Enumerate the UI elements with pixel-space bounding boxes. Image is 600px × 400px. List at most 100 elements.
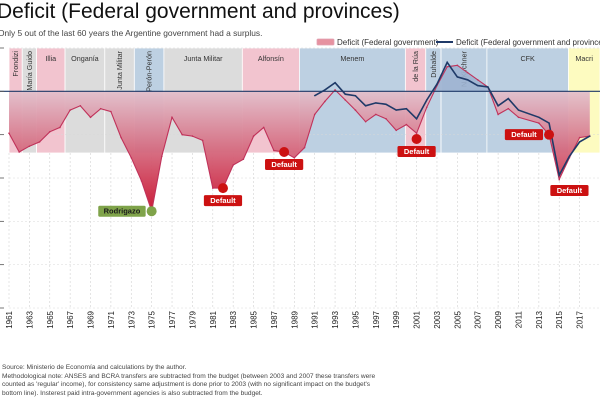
area-point-2000 (405, 123, 408, 126)
x-tick-1995: 1995 (351, 310, 360, 328)
line-point-2016 (568, 155, 571, 158)
area-point-1987 (273, 149, 275, 152)
area-point-1970 (99, 107, 102, 110)
deficit-area (8, 64, 591, 214)
area-point-1971 (110, 110, 112, 113)
x-tick-2009: 2009 (494, 310, 503, 328)
band-label-9: de la Rúa (411, 51, 420, 82)
annotation-box-3 (397, 146, 436, 157)
annotation-label-3: Default (404, 147, 430, 156)
x-tick-1971: 1971 (107, 310, 116, 328)
band-label-7: Alfonsín (258, 54, 284, 63)
x-tick-2005: 2005 (453, 310, 462, 328)
source-notes: Source: Ministerio de Economía and calcu… (2, 364, 392, 398)
legend: Deficit (Federal government) Deficit (Fe… (316, 38, 600, 47)
y-axis (0, 47, 4, 309)
band-label-1: María Guido (25, 51, 34, 91)
area-point-1980 (201, 139, 204, 142)
band-label-13: Macri (575, 54, 593, 63)
line-point-2009 (497, 105, 499, 107)
band-label-6: Junta Militar (184, 54, 223, 63)
line-point-2006 (466, 79, 469, 81)
x-tick-1975: 1975 (148, 310, 157, 328)
band-label-12: CFK (520, 54, 535, 63)
x-tick-2011: 2011 (514, 310, 523, 328)
line-point-1999 (395, 109, 397, 111)
chart-title: Deficit (Federal government and province… (0, 0, 400, 23)
marker-3 (411, 134, 422, 144)
line-point-2003 (436, 83, 438, 85)
area-point-1993 (334, 89, 336, 91)
line-point-2001 (415, 118, 418, 120)
annotation-box-0 (98, 205, 146, 217)
line-point-2015 (558, 174, 560, 176)
area-point-1995 (354, 109, 357, 111)
area-point-1986 (262, 126, 265, 129)
band-label-0: Frondizi (11, 51, 20, 77)
line-point-1992 (324, 89, 326, 91)
x-tick-1991: 1991 (311, 310, 320, 328)
provinces-line-series (313, 60, 591, 178)
band-label-8: Menem (340, 54, 364, 63)
annotation-label-5: Default (557, 186, 583, 195)
area-point-1963 (28, 145, 31, 148)
annotation-box-5 (550, 185, 589, 196)
x-tick-1983: 1983 (229, 310, 238, 328)
annotation-label-0: Rodrigazo (104, 207, 141, 216)
x-axis: 1961 1963 1965 1967 1969 1971 1973 1975 1977 1979… (5, 310, 585, 328)
area-point-1989 (293, 156, 296, 159)
x-tick-1969: 1969 (87, 310, 96, 328)
line-point-1995 (354, 94, 357, 97)
annotation-label-4: Default (511, 130, 537, 139)
x-tick-1997: 1997 (372, 310, 381, 328)
x-tick-1985: 1985 (250, 310, 259, 328)
area-point-1967 (69, 109, 71, 111)
marker-1 (217, 183, 228, 194)
legend-area-swatch (316, 38, 335, 46)
x-tick-1979: 1979 (188, 310, 197, 328)
line-point-1998 (385, 103, 387, 106)
line-point-2004 (446, 61, 448, 64)
area-point-1969 (89, 116, 92, 119)
x-tick-2017: 2017 (576, 310, 585, 328)
annotation-label-2: Default (271, 160, 297, 169)
area-point-1977 (171, 116, 173, 119)
area-point-2001 (415, 132, 418, 135)
line-point-1997 (375, 102, 377, 104)
chart-subtitle: Only 5 out of the last 60 years the Arge… (0, 28, 263, 38)
area-point-1966 (59, 126, 61, 129)
annotation-label-1: Default (210, 196, 236, 205)
area-point-1999 (395, 129, 398, 132)
area-point-1990 (303, 146, 306, 149)
area-point-2015 (558, 178, 561, 181)
x-tick-1981: 1981 (209, 310, 218, 328)
deficit-area-fill (9, 91, 590, 212)
x-tick-1993: 1993 (331, 310, 340, 328)
area-point-1991 (313, 113, 316, 116)
area-point-2013 (538, 122, 540, 124)
x-tick-1973: 1973 (127, 310, 136, 328)
area-point-1973 (130, 156, 133, 159)
annotations: Rodrigazo Default Default Default Default Def… (98, 129, 589, 217)
area-point-1978 (181, 133, 184, 136)
methodology-note: Methodological note: ANSES and BCRA tran… (2, 372, 376, 397)
area-point-1996 (364, 120, 367, 123)
area-point-1979 (191, 135, 194, 137)
area-point-1976 (161, 155, 163, 158)
area-point-1998 (385, 117, 387, 120)
annotation-box-1 (203, 195, 243, 207)
legend-area-label: Deficit (Federal government) (337, 38, 439, 47)
x-tick-1963: 1963 (25, 310, 34, 328)
band-label-4: Junta Militar (115, 50, 124, 89)
line-point-1991 (313, 94, 316, 97)
line-point-1996 (364, 105, 367, 107)
area-point-1984 (242, 158, 245, 161)
grid-lines (8, 47, 600, 309)
area-point-1974 (140, 180, 143, 182)
area-point-1983 (232, 164, 234, 166)
area-point-2005 (456, 64, 459, 67)
line-point-2007 (477, 84, 479, 87)
x-tick-1989: 1989 (290, 310, 299, 328)
area-point-1961 (8, 132, 10, 135)
marker-2 (279, 147, 290, 157)
